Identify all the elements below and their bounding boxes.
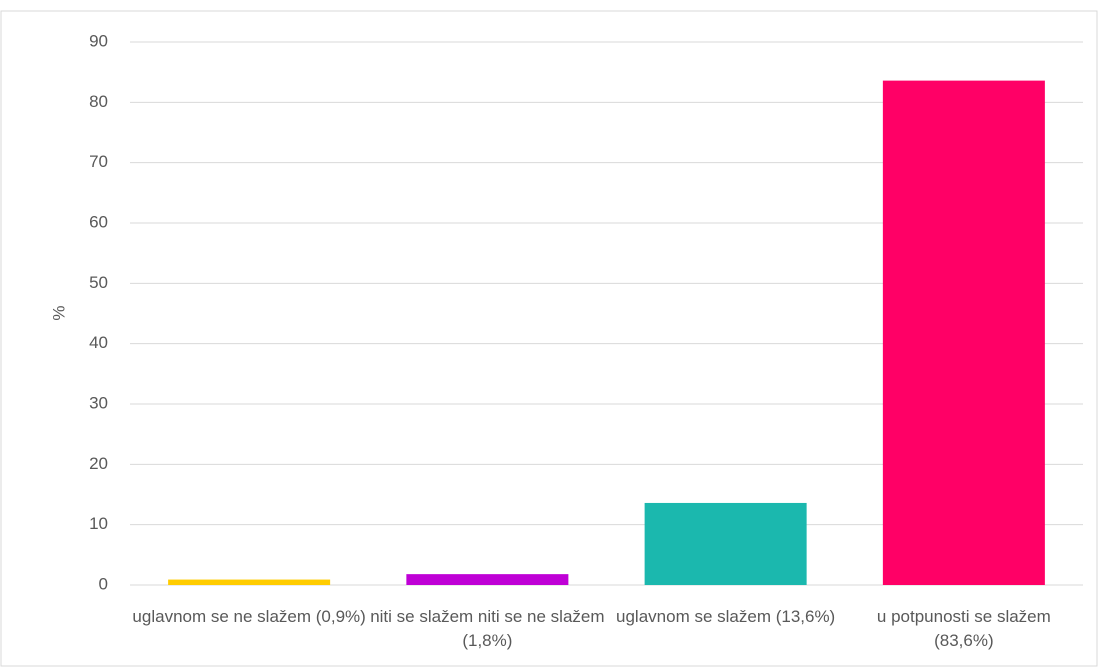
bar — [882, 80, 1045, 585]
bar — [406, 574, 569, 585]
x-tick-label: uglavnom se ne slažem (0,9%) — [132, 607, 366, 626]
y-tick-label: 20 — [89, 454, 108, 473]
bar — [168, 579, 331, 585]
y-tick-label: 0 — [99, 574, 108, 593]
chart-border — [0, 10, 1098, 667]
y-tick-label: 80 — [89, 92, 108, 111]
bar — [644, 502, 807, 585]
y-axis-label: % — [49, 305, 68, 320]
y-tick-label: 90 — [89, 31, 108, 50]
y-tick-label: 10 — [89, 514, 108, 533]
y-tick-label: 70 — [89, 152, 108, 171]
y-tick-label: 40 — [89, 333, 108, 352]
y-tick-label: 60 — [89, 212, 108, 231]
x-tick-label: u potpunosti se slažem (83,6%) — [876, 607, 1051, 650]
y-tick-label: 30 — [89, 393, 108, 412]
x-tick-label: niti se slažem niti se ne slažem (1,8%) — [370, 607, 605, 650]
x-tick-label: uglavnom se slažem (13,6%) — [616, 607, 836, 626]
y-tick-label: 50 — [89, 273, 108, 292]
